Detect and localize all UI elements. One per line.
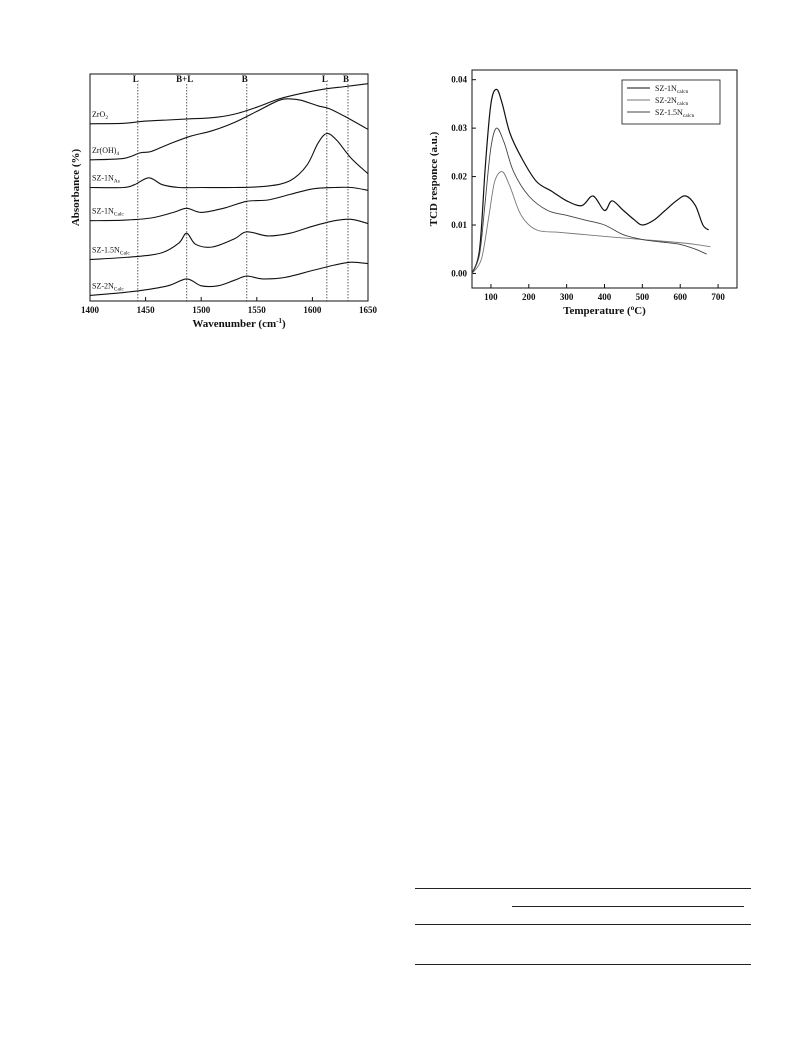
tpd-x-tick-label: 200 [522, 292, 536, 302]
ftir-chart: 1400 1450 1500 1550 1600 1650 L B+L B L B ZrO2 Zr(OH… [70, 64, 380, 340]
tpd-x-tick-label: 300 [560, 292, 574, 302]
tpd-legend-sub: calcn [683, 113, 695, 119]
ftir-series-label: SZ-1.5NCalc [92, 245, 130, 256]
ftir-series-label: SZ-2NCalc [92, 281, 124, 292]
tpd-x-axis-title: Temperature (oC) [563, 304, 646, 317]
tpd-x-axis-title-sup: o [631, 304, 635, 312]
ftir-y-axis-title: Absorbance (%) [70, 149, 82, 227]
tpd-legend-entry: SZ-1.5Ncalcn [655, 108, 695, 119]
ftir-series-sub: Calc [120, 250, 131, 256]
ftir-x-axis-title-sup: -1 [276, 317, 282, 325]
ftir-band-label: B [343, 74, 349, 84]
tpd-legend-name: SZ-2N [655, 96, 677, 105]
ftir-series-label: SZ-1NCalc [92, 207, 124, 218]
ftir-series-sub: As [114, 179, 120, 185]
tpd-legend-box [621, 79, 721, 125]
ftir-band-label: L [322, 74, 328, 84]
ftir-series-line [89, 132, 369, 189]
ftir-series-name: SZ-1N [92, 174, 114, 183]
tpd-legend-sub: calcn [677, 89, 689, 95]
ftir-x-axis-title-close: ) [282, 318, 286, 330]
ftir-band-label: B+L [176, 74, 193, 84]
ftir-band-label: B [242, 74, 248, 84]
tpd-y-axis-title: TCD responce (a.u.) [428, 131, 440, 226]
tpd-legend-sub: calcn [677, 101, 689, 107]
tpd-chart-svg: 100 200 300 400 500 600 700 0.00 0.01 0.02 0.03 0.0… [428, 69, 738, 317]
ftir-x-tick-label: 1400 [81, 305, 100, 315]
tpd-chart: 100 200 300 400 500 600 700 0.00 0.01 0.02 0.03 0.0… [425, 64, 750, 326]
ftir-series-name: SZ-1N [92, 207, 114, 216]
ftir-x-tick-label: 1500 [192, 305, 211, 315]
ftir-series-name: SZ-2N [92, 281, 114, 290]
ftir-x-tick-label: 1650 [359, 305, 378, 315]
tpd-x-tick-label: 100 [484, 292, 498, 302]
tpd-y-tick-label: 0.00 [451, 268, 467, 278]
ftir-series-label: SZ-1NAs [92, 174, 120, 185]
table-header-rule [512, 906, 744, 907]
ftir-x-axis-title: Wavenumber (cm-1) [192, 317, 286, 330]
tpd-y-tick-label: 0.02 [451, 172, 467, 182]
ftir-series-line [89, 261, 369, 297]
tpd-x-tick-label: 600 [673, 292, 687, 302]
table-bottom-rule [415, 964, 751, 965]
table-top-rule [415, 888, 751, 889]
ftir-series-name: ZrO [92, 110, 106, 119]
tpd-legend-name: SZ-1N [655, 84, 677, 93]
tpd-legend-name: SZ-1.5N [655, 108, 683, 117]
table-mid-rule [415, 924, 751, 925]
ftir-series-sub: 2 [105, 115, 108, 121]
ftir-x-axis-title-text: Wavenumber (cm [192, 318, 276, 330]
tpd-x-axis-title-close: C) [634, 305, 646, 317]
tpd-x-tick-label: 400 [598, 292, 612, 302]
ftir-series-line [89, 83, 369, 125]
ftir-x-tick-label: 1600 [303, 305, 322, 315]
ftir-series-sub: Calc [114, 212, 125, 218]
tpd-y-tick-label: 0.04 [451, 75, 467, 85]
tpd-series-line [471, 88, 709, 274]
ftir-series-line [89, 98, 369, 161]
ftir-series-name: SZ-1.5N [92, 245, 120, 254]
ftir-band-label: L [133, 74, 139, 84]
ftir-x-tick-label: 1550 [248, 305, 266, 315]
tpd-series-line [471, 127, 707, 274]
tpd-x-tick-label: 500 [636, 292, 650, 302]
ftir-series-sub: Calc [114, 286, 125, 292]
tpd-x-tick-label: 700 [711, 292, 725, 302]
ftir-chart-svg: 1400 1450 1500 1550 1600 1650 L B+L B L B ZrO2 Zr(OH… [70, 73, 378, 330]
tpd-x-axis-title-text: Temperature ( [563, 305, 631, 317]
tpd-y-tick-label: 0.01 [451, 220, 467, 230]
ftir-x-tick-label: 1450 [137, 305, 156, 315]
tpd-series-line [471, 171, 711, 274]
tpd-legend-entry: SZ-1Ncalcn [655, 84, 689, 95]
ftir-series-line [89, 186, 369, 222]
tpd-y-tick-label: 0.03 [451, 123, 467, 133]
tpd-legend-entry: SZ-2Ncalcn [655, 96, 689, 107]
ftir-series-sub: 4 [116, 151, 119, 157]
ftir-series-name: Zr(OH) [92, 146, 117, 155]
ftir-series-line [89, 218, 369, 261]
ftir-series-label: Zr(OH)4 [92, 146, 119, 157]
ftir-series-label: ZrO2 [92, 110, 108, 121]
